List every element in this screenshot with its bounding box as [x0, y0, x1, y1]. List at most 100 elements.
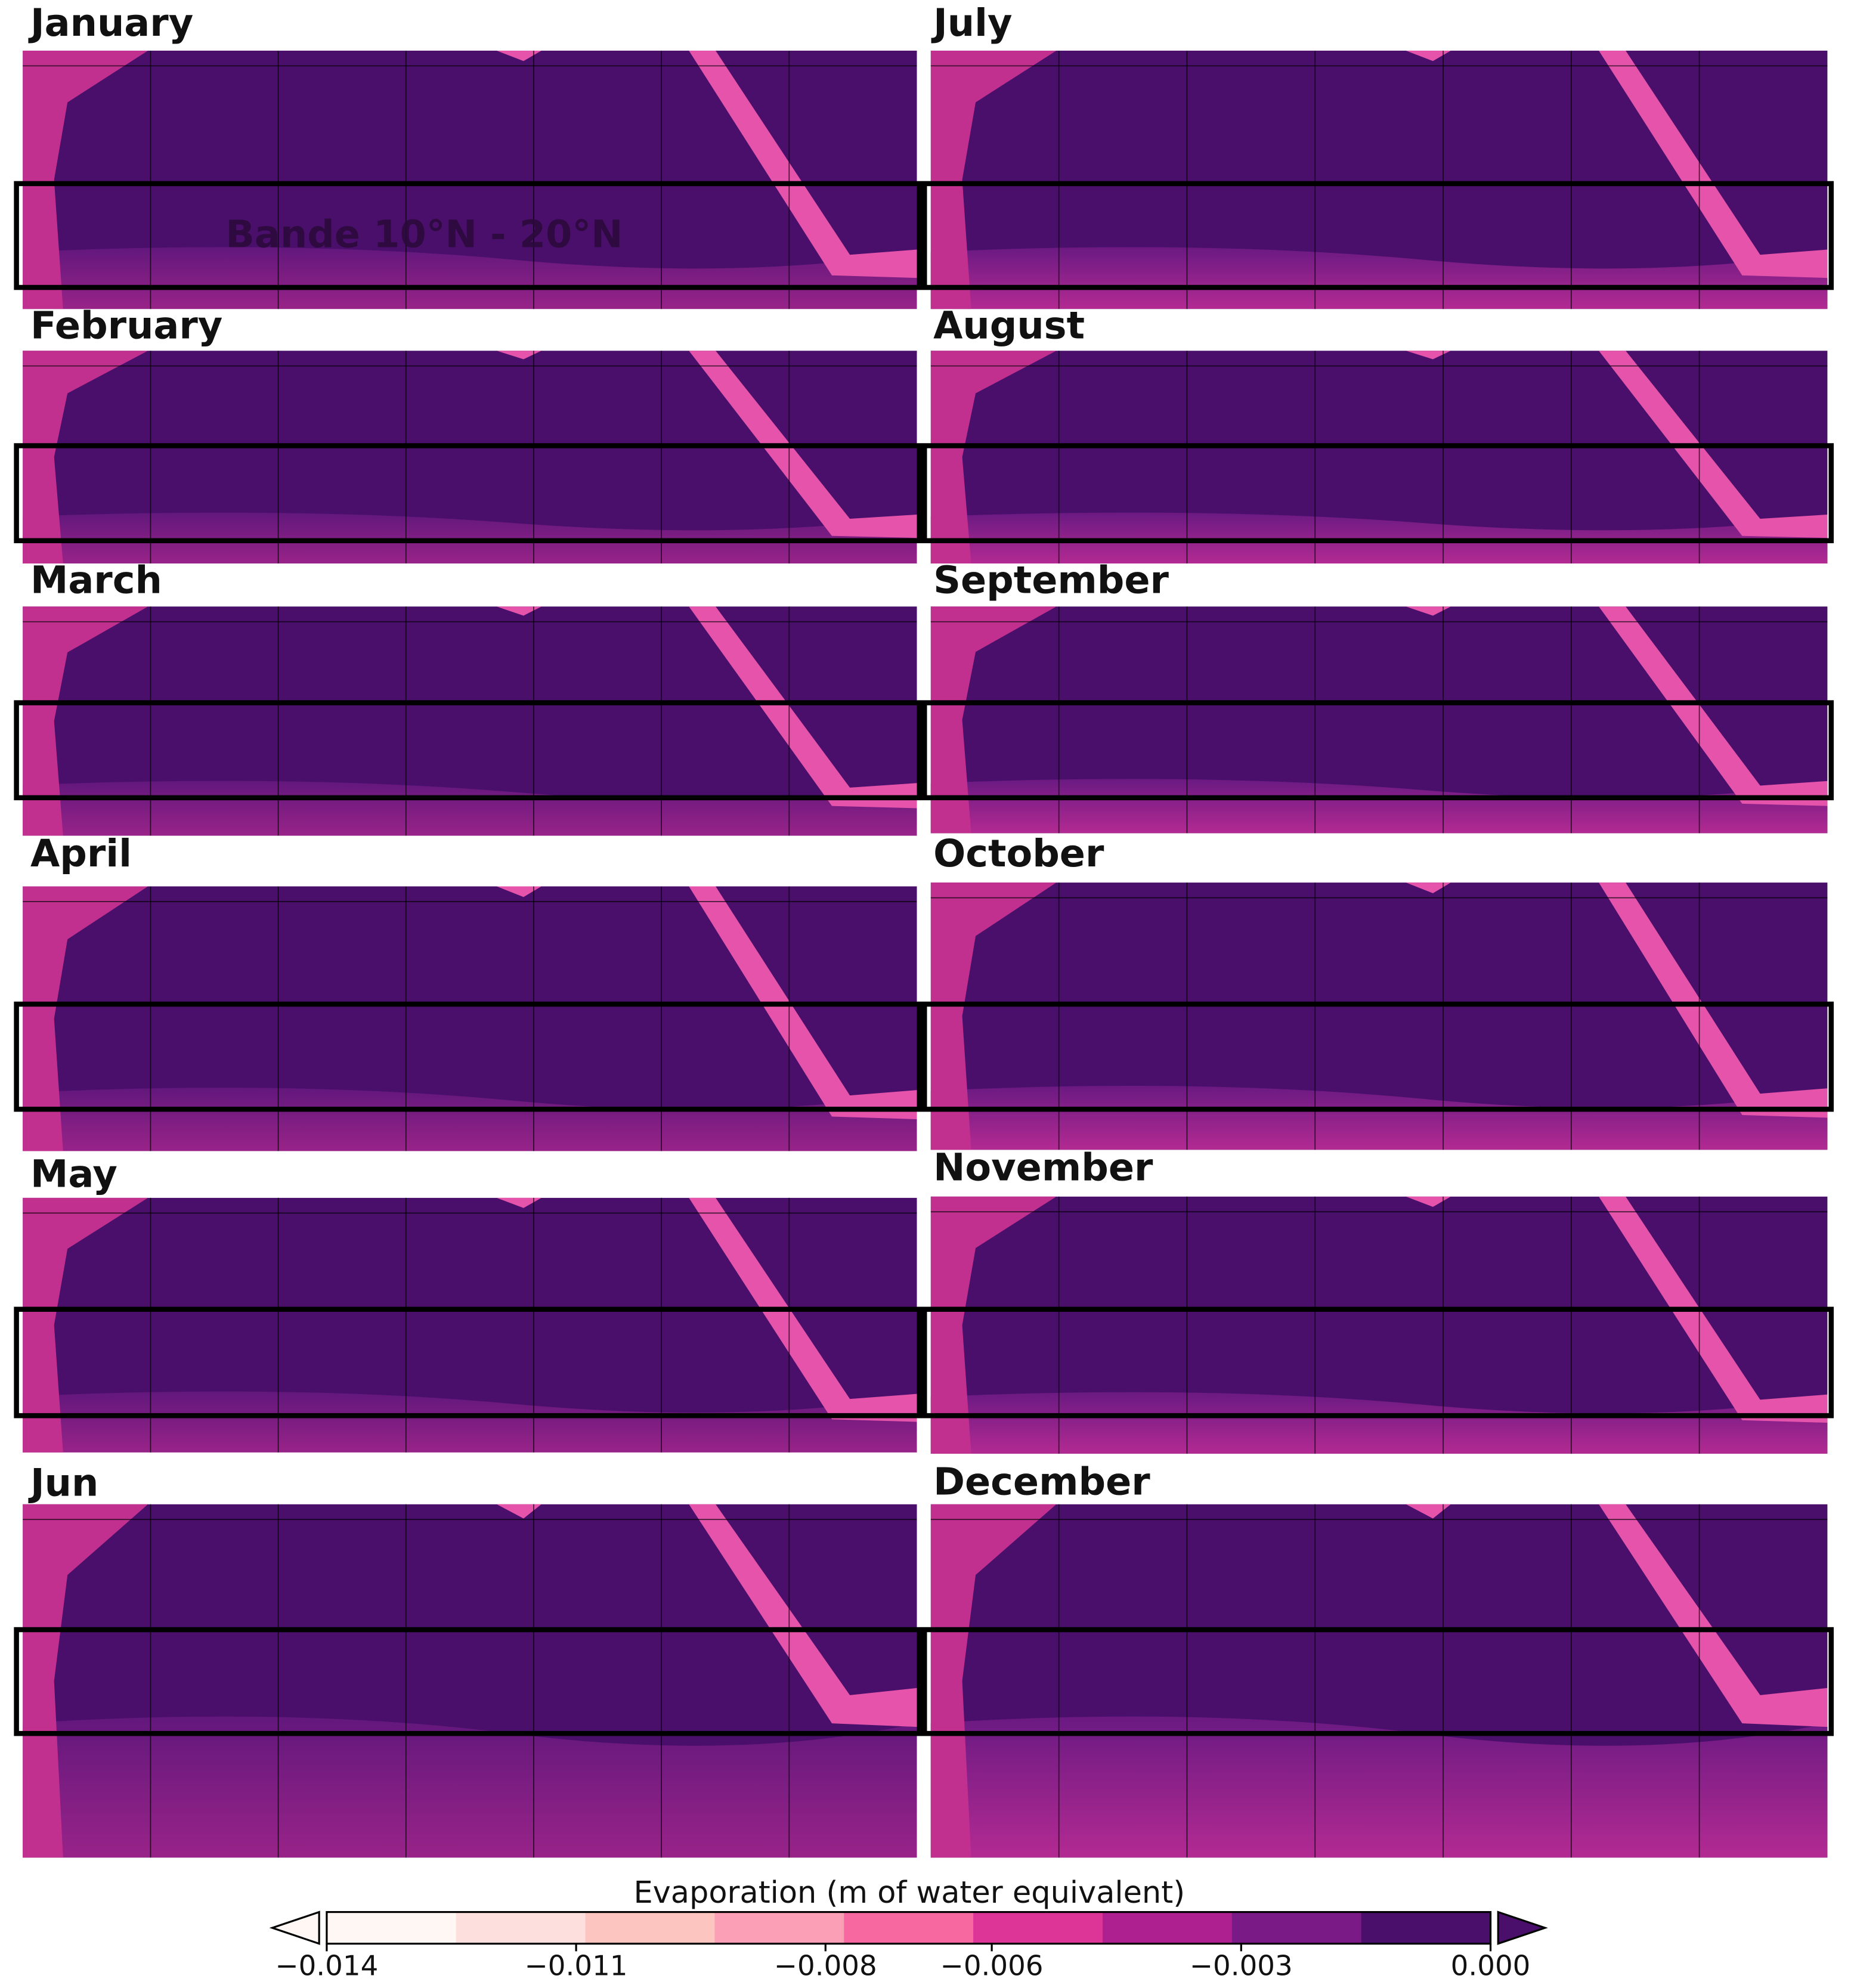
map-panel [14, 50, 923, 309]
month-label: July [931, 1, 1012, 45]
southern-zone [930, 1392, 1828, 1454]
colorbar-segment [973, 1912, 1104, 1944]
red-sea [689, 50, 917, 278]
map-panel [922, 351, 1834, 563]
month-label: September [933, 558, 1169, 602]
mediterranean [496, 606, 541, 616]
southern-zone [930, 779, 1828, 834]
band-box [922, 181, 1834, 290]
mediterranean [1406, 50, 1451, 61]
red-sea [689, 886, 917, 1120]
atlantic-coast [930, 606, 1057, 834]
mediterranean [1406, 1196, 1451, 1207]
band-box [14, 1001, 923, 1112]
mediterranean [496, 1197, 541, 1208]
band-box [14, 700, 923, 801]
colorbar-tick-label: −0.014 [275, 1950, 378, 1983]
atlantic-coast [930, 882, 1057, 1150]
mediterranean [496, 1504, 541, 1519]
map-panel [922, 1504, 1834, 1858]
band-annotation: Bande 10°N - 20°N [225, 213, 623, 257]
colorbar-tick-label: −0.008 [774, 1950, 877, 1983]
atlantic-coast [23, 351, 148, 563]
colorbar-tick-label: −0.006 [940, 1950, 1044, 1983]
southern-zone [930, 1085, 1828, 1150]
band-box [14, 1306, 923, 1419]
southern-zone [930, 1716, 1828, 1858]
southern-zone [23, 247, 917, 309]
map-panel [14, 1197, 923, 1453]
southern-zone [23, 512, 917, 563]
colorbar-segment [844, 1912, 974, 1944]
red-sea [689, 1504, 917, 1727]
southern-zone [930, 512, 1828, 563]
red-sea [689, 606, 917, 809]
colorbar-segment [456, 1912, 586, 1944]
red-sea [1599, 50, 1828, 278]
atlantic-coast [930, 1196, 1057, 1454]
mediterranean [1406, 1504, 1451, 1519]
band-box [14, 181, 923, 290]
month-label: April [30, 832, 132, 876]
band-box [922, 1627, 1834, 1736]
map-panel [14, 351, 923, 563]
colorbar-segment [1361, 1912, 1491, 1944]
atlantic-coast [23, 1197, 148, 1453]
colorbar-tick-label: −0.011 [525, 1950, 628, 1983]
atlantic-coast [23, 606, 148, 836]
red-sea [689, 1197, 917, 1422]
southern-zone [23, 1088, 917, 1151]
band-box [922, 443, 1834, 544]
southern-zone [23, 1391, 917, 1453]
month-label: February [30, 304, 222, 348]
colorbar-tick-label: −0.003 [1190, 1950, 1293, 1983]
southern-zone [23, 1716, 917, 1858]
map-panel [922, 1196, 1834, 1454]
atlantic-coast [930, 50, 1057, 309]
colorbar-title: Evaporation (m of water equivalent) [633, 1875, 1185, 1910]
red-sea [689, 351, 917, 538]
atlantic-coast [23, 50, 148, 309]
month-label: Jun [28, 1461, 98, 1506]
map-panel [14, 886, 923, 1151]
atlantic-coast [23, 1504, 148, 1858]
red-sea [1599, 351, 1828, 538]
band-box [14, 443, 923, 544]
mediterranean [496, 50, 541, 61]
map-panel [922, 882, 1834, 1150]
mediterranean [1406, 882, 1451, 893]
mediterranean [1406, 606, 1451, 616]
colorbar-segment [1102, 1912, 1233, 1944]
month-label: March [30, 558, 162, 602]
atlantic-coast [930, 351, 1057, 563]
colorbar-extend-low [269, 1910, 320, 1945]
southern-zone [930, 247, 1828, 309]
colorbar-extend-high [1497, 1910, 1548, 1945]
mediterranean [496, 886, 541, 897]
month-label: November [933, 1146, 1153, 1190]
colorbar-segment [1231, 1912, 1362, 1944]
map-panel [14, 606, 923, 836]
map-panel [14, 1504, 923, 1858]
mediterranean [1406, 351, 1451, 360]
colorbar-tick-label: 0.000 [1451, 1950, 1531, 1983]
atlantic-coast [23, 886, 148, 1151]
red-sea [1599, 1504, 1828, 1727]
red-sea [1599, 606, 1828, 806]
month-label: January [28, 1, 193, 45]
month-label: August [933, 304, 1085, 348]
red-sea [1599, 1196, 1828, 1423]
southern-zone [23, 781, 917, 836]
band-box [922, 700, 1834, 801]
month-label: December [933, 1460, 1150, 1504]
colorbar-segment [714, 1912, 845, 1944]
mediterranean [496, 351, 541, 360]
month-label: May [30, 1152, 117, 1196]
red-sea [1599, 882, 1828, 1118]
map-panel [922, 50, 1834, 309]
colorbar-frame [326, 1910, 1492, 1945]
band-box [14, 1627, 923, 1736]
band-box [922, 1001, 1834, 1112]
atlantic-coast [930, 1504, 1057, 1858]
